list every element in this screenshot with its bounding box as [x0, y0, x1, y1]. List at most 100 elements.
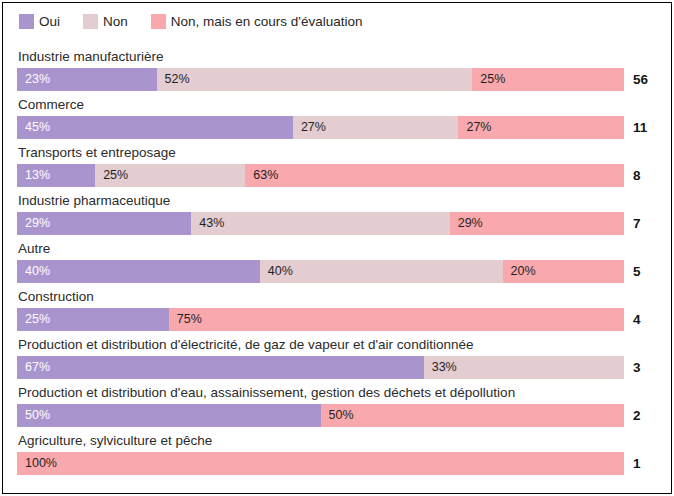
count-label: 11 [633, 120, 657, 135]
bar-segment: 63% [245, 164, 624, 187]
legend-label: Non [103, 14, 128, 29]
segment-percent-label: 43% [199, 212, 224, 235]
count-label: 3 [633, 360, 657, 375]
chart-frame: Oui Non Non, mais en cours d'évaluation In… [2, 2, 672, 494]
segment-percent-label: 25% [103, 164, 128, 187]
bar-segment: 23% [17, 68, 157, 91]
legend-label: Oui [39, 14, 60, 29]
industry-label: Production et distribution d'électricité… [18, 337, 657, 353]
legend-swatch-icon [83, 14, 98, 29]
industry-label: Industrie manufacturière [18, 49, 657, 65]
stacked-bar: 23% 52% 25% [17, 68, 624, 91]
legend-item: Non, mais en cours d'évaluation [151, 14, 363, 29]
industry-label: Commerce [18, 97, 657, 113]
stacked-bar: 50% 50% [17, 404, 624, 427]
segment-percent-label: 50% [329, 404, 354, 427]
industry-group: Production et distribution d'eau, assain… [17, 385, 657, 427]
industry-group: Production et distribution d'électricité… [17, 337, 657, 379]
segment-percent-label: 40% [25, 260, 50, 283]
segment-percent-label: 13% [25, 164, 50, 187]
segment-percent-label: 100% [25, 452, 57, 475]
segment-percent-label: 52% [165, 68, 190, 91]
bar-row: 29% 43% 29% 7 [17, 212, 657, 235]
industry-label: Agriculture, sylviculture et pêche [18, 433, 657, 449]
bar-segment: 25% [17, 308, 169, 331]
legend-item: Non [83, 14, 128, 29]
industry-label: Construction [18, 289, 657, 305]
bar-segment: 25% [472, 68, 624, 91]
bar-row: 23% 52% 25% 56 [17, 68, 657, 91]
industry-label: Production et distribution d'eau, assain… [18, 385, 657, 401]
segment-percent-label: 20% [511, 260, 536, 283]
bar-segment: 33% [424, 356, 624, 379]
segment-percent-label: 33% [432, 356, 457, 379]
segment-percent-label: 45% [25, 116, 50, 139]
count-label: 8 [633, 168, 657, 183]
industry-label: Industrie pharmaceutique [18, 193, 657, 209]
segment-percent-label: 27% [301, 116, 326, 139]
legend-item: Oui [19, 14, 60, 29]
stacked-bar: 25% 75% [17, 308, 624, 331]
bar-row: 100% 1 [17, 452, 657, 475]
industry-group: Autre 40% 40% 20% 5 [17, 241, 657, 283]
segment-percent-label: 23% [25, 68, 50, 91]
bar-row: 40% 40% 20% 5 [17, 260, 657, 283]
bar-segment: 43% [191, 212, 449, 235]
stacked-bar: 100% [17, 452, 624, 475]
segment-percent-label: 29% [458, 212, 483, 235]
industry-group: Commerce 45% 27% 27% 11 [17, 97, 657, 139]
stacked-bar: 45% 27% 27% [17, 116, 624, 139]
legend-label: Non, mais en cours d'évaluation [171, 14, 363, 29]
bar-segment: 25% [95, 164, 245, 187]
bar-segment: 100% [17, 452, 624, 475]
segment-percent-label: 27% [466, 116, 491, 139]
bar-segment: 29% [450, 212, 624, 235]
bar-segment: 13% [17, 164, 95, 187]
legend: Oui Non Non, mais en cours d'évaluation [19, 14, 657, 29]
bar-segment: 27% [293, 116, 459, 139]
industry-group: Industrie manufacturière 23% 52% 25% 56 [17, 49, 657, 91]
bar-segment: 52% [157, 68, 473, 91]
bar-segment: 67% [17, 356, 424, 379]
legend-swatch-icon [19, 14, 34, 29]
stacked-bar: 40% 40% 20% [17, 260, 624, 283]
bar-row: 50% 50% 2 [17, 404, 657, 427]
bar-segment: 45% [17, 116, 293, 139]
industry-group: Industrie pharmaceutique 29% 43% 29% 7 [17, 193, 657, 235]
segment-percent-label: 25% [480, 68, 505, 91]
bar-segment: 50% [321, 404, 625, 427]
bar-row: 67% 33% 3 [17, 356, 657, 379]
chart-body: Industrie manufacturière 23% 52% 25% 56 Comme… [17, 49, 657, 475]
bar-segment: 40% [260, 260, 503, 283]
segment-percent-label: 63% [253, 164, 278, 187]
stacked-bar: 13% 25% 63% [17, 164, 624, 187]
bar-row: 13% 25% 63% 8 [17, 164, 657, 187]
bar-row: 45% 27% 27% 11 [17, 116, 657, 139]
count-label: 5 [633, 264, 657, 279]
industry-label: Autre [18, 241, 657, 257]
count-label: 4 [633, 312, 657, 327]
industry-group: Transports et entreposage 13% 25% 63% 8 [17, 145, 657, 187]
bar-segment: 75% [169, 308, 624, 331]
bar-segment: 27% [458, 116, 624, 139]
stacked-bar: 67% 33% [17, 356, 624, 379]
bar-row: 25% 75% 4 [17, 308, 657, 331]
industry-group: Agriculture, sylviculture et pêche 100% 1 [17, 433, 657, 475]
segment-percent-label: 40% [268, 260, 293, 283]
count-label: 56 [633, 72, 657, 87]
segment-percent-label: 67% [25, 356, 50, 379]
count-label: 7 [633, 216, 657, 231]
segment-percent-label: 25% [25, 308, 50, 331]
industry-group: Construction 25% 75% 4 [17, 289, 657, 331]
segment-percent-label: 29% [25, 212, 50, 235]
count-label: 2 [633, 408, 657, 423]
segment-percent-label: 50% [25, 404, 50, 427]
bar-segment: 40% [17, 260, 260, 283]
segment-percent-label: 75% [177, 308, 202, 331]
bar-segment: 50% [17, 404, 321, 427]
count-label: 1 [633, 456, 657, 471]
bar-segment: 20% [503, 260, 624, 283]
legend-swatch-icon [151, 14, 166, 29]
stacked-bar: 29% 43% 29% [17, 212, 624, 235]
industry-label: Transports et entreposage [18, 145, 657, 161]
